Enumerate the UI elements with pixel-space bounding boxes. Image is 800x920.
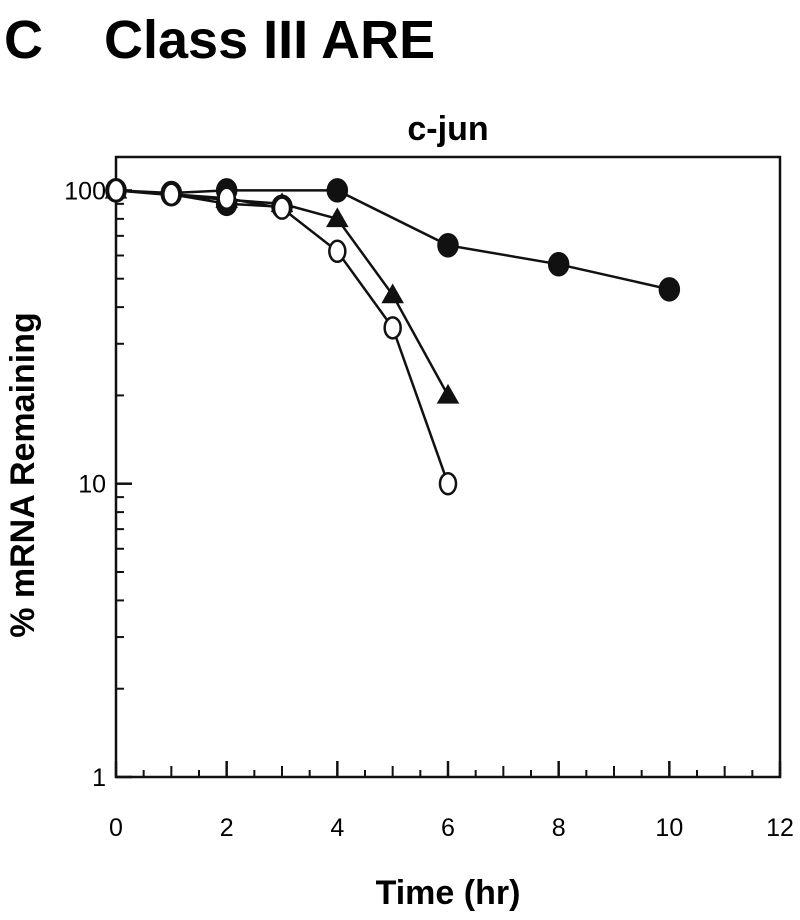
x-tick-label: 10 (655, 814, 683, 842)
x-tick-label: 4 (330, 814, 344, 842)
open-circle-point (106, 178, 126, 203)
x-axis-label: Time (hr) (376, 874, 521, 912)
x-tick-label: 8 (552, 814, 566, 842)
filled-circle-point (437, 233, 459, 258)
filled-circle-point (326, 178, 349, 203)
series-line-2 (115, 189, 670, 291)
open-circle-point (383, 316, 402, 340)
triangle-point (381, 283, 404, 304)
tick-labels: 0 2 4 6 8 10 12 1 10 100 (64, 177, 794, 842)
y-tick-label: 100 (64, 177, 106, 205)
series-markers (104, 178, 681, 496)
open-circle-point (162, 182, 181, 207)
filled-circle-point (658, 277, 681, 302)
panel-letter: C (4, 10, 43, 70)
triangle-point (326, 207, 349, 228)
chart-title: c-jun (407, 110, 488, 148)
panel-title: Class III ARE (104, 10, 435, 70)
open-circle-point (438, 471, 458, 496)
x-tick-label: 12 (766, 814, 794, 842)
y-tick-label: 10 (78, 471, 106, 499)
y-tick-label: 1 (92, 764, 106, 792)
open-circle-point (328, 239, 347, 264)
y-axis-label: % mRNA Remaining (4, 312, 42, 638)
open-circle-point (217, 186, 236, 211)
x-tick-label: 2 (220, 814, 234, 842)
x-tick-label: 6 (441, 814, 455, 842)
x-tick-label: 0 (109, 814, 123, 842)
triangle-point (436, 383, 460, 404)
filled-circle-point (547, 252, 570, 277)
open-circle-point (272, 196, 292, 220)
